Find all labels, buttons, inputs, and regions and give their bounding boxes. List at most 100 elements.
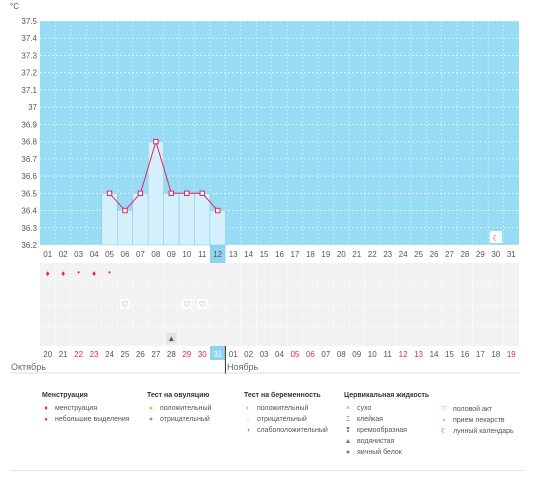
day-label-top: 27 <box>445 250 454 259</box>
temperature-point <box>199 190 205 197</box>
day-label-bottom: 04 <box>275 350 284 359</box>
legend-item: × сухо <box>345 404 372 413</box>
watery-icon: ▲ <box>167 334 175 343</box>
day-label-bottom: 19 <box>507 350 516 359</box>
day-label-top: 18 <box>306 250 315 259</box>
temperature-bar <box>132 193 149 246</box>
egg-white-icon: ● <box>345 448 351 456</box>
legend-title: Тест на овуляцию <box>147 392 210 399</box>
day-label-bottom: 07 <box>321 350 330 359</box>
day-label-top: 31 <box>507 250 516 259</box>
y-tick-label: 36.5 <box>21 189 37 198</box>
day-label-bottom: 12 <box>399 350 408 359</box>
blood-drop-icon: • <box>77 268 80 277</box>
day-label-top: 10 <box>182 250 191 259</box>
day-label-top: 09 <box>167 250 176 259</box>
day-label-bottom: 26 <box>136 350 145 359</box>
legend-item: ● яичный белок <box>345 448 402 457</box>
legend-menstruation: Менструация ♦ менструация ● небольшие выде… <box>42 392 130 425</box>
legend-item: ☾ лунный календарь <box>440 427 514 436</box>
temperature-point <box>153 138 159 145</box>
fluid-badge <box>166 333 177 343</box>
y-tick-label: 36.6 <box>21 172 37 181</box>
day-label-top: 02 <box>59 250 68 259</box>
selected-day-top <box>209 245 226 263</box>
watery-icon: ▲ <box>344 437 352 445</box>
day-label-bottom: 15 <box>445 350 454 359</box>
temperature-point <box>137 190 144 197</box>
bottom-divider <box>10 470 524 471</box>
blood-drop-icon: ● <box>44 416 48 423</box>
day-label-top: 23 <box>383 250 392 259</box>
day-label-top: 03 <box>74 250 83 259</box>
event-rows-area <box>40 263 519 346</box>
y-tick-label: 37 <box>28 103 37 112</box>
day-label-top: 21 <box>352 250 361 259</box>
day-label-bottom: 20 <box>43 350 52 359</box>
temperature-bar <box>209 210 226 246</box>
temperature-point <box>122 207 128 214</box>
heart-badge <box>181 299 192 309</box>
legend-title: Цервикальная жидкость <box>344 392 430 399</box>
day-label-bottom: 18 <box>491 350 500 359</box>
day-label-top: 04 <box>90 250 99 259</box>
temperature-bar <box>117 210 133 246</box>
blood-drops-icon: ♦ <box>44 404 48 412</box>
y-tick-label: 36.3 <box>21 224 37 233</box>
day-label-top: 12 <box>213 250 222 259</box>
day-label-bottom: 24 <box>105 350 114 359</box>
day-label-top: 17 <box>290 250 299 259</box>
day-label-bottom: 08 <box>337 350 346 359</box>
y-tick-label: 37.5 <box>21 17 37 26</box>
day-label-bottom: 29 <box>182 350 191 359</box>
blood-drops-icon: ♦ <box>46 269 50 278</box>
temperature-bar <box>101 193 118 246</box>
day-label-top: 15 <box>260 250 269 259</box>
y-tick-label: 37.4 <box>21 34 37 43</box>
pregnancy-positive-icon: ◐ <box>245 404 251 412</box>
day-label-top: 29 <box>476 250 485 259</box>
legend-item: ♦ менструация <box>42 403 130 414</box>
blood-drops-icon: ♦ <box>92 269 96 278</box>
heart-icon: ♡ <box>183 300 190 309</box>
legend-item: ◑ слабоположительный <box>245 426 328 435</box>
day-label-bottom: 17 <box>476 350 485 359</box>
temperature-point <box>106 190 113 197</box>
temperature-bar <box>147 141 164 246</box>
legend-item: ♡ половой акт <box>440 405 493 414</box>
dry-icon: × <box>345 404 351 412</box>
day-label-top: 28 <box>460 250 469 259</box>
temperature-point <box>214 207 221 214</box>
day-label-bottom: 01 <box>229 350 238 359</box>
heart-icon: ♡ <box>199 300 206 309</box>
legend-pregnancy: Тест на беременность ◐ положительный ○ отр… <box>244 392 328 436</box>
day-label-bottom: 28 <box>167 350 176 359</box>
y-tick-label: 37.3 <box>21 51 37 60</box>
legend-item: ○ отрицательный <box>245 415 307 424</box>
legend-item: ● прием лекарств <box>441 416 505 425</box>
temperature-bar <box>163 193 180 246</box>
moon-icon: ☾ <box>440 427 448 435</box>
day-label-bottom: 05 <box>290 350 299 359</box>
y-tick-label: 37.1 <box>21 86 37 95</box>
creamy-icon: ❢ <box>345 426 351 434</box>
day-label-bottom: 27 <box>151 350 160 359</box>
day-label-top: 24 <box>399 250 408 259</box>
day-label-top: 05 <box>105 250 114 259</box>
legend-item: ❢ кремообразная <box>345 426 407 435</box>
day-label-bottom: 13 <box>414 350 423 359</box>
day-label-top: 16 <box>275 250 284 259</box>
ovulation-negative-icon: ● <box>148 415 154 423</box>
legend-ovulation: Тест на овуляцию ● положительный ● отрицат… <box>147 392 211 425</box>
y-tick-label: 36.2 <box>21 241 37 250</box>
day-label-top: 13 <box>229 250 238 259</box>
legend-title: Тест на беременность <box>244 392 321 399</box>
temperature-point <box>168 190 175 197</box>
day-label-bottom: 09 <box>352 350 361 359</box>
month-label-november: Ноябрь <box>227 362 259 372</box>
day-label-bottom: 30 <box>198 350 207 359</box>
day-label-top: 20 <box>337 250 346 259</box>
temperature-bar <box>194 193 211 246</box>
day-label-top: 07 <box>136 250 145 259</box>
legend-other: ♡ половой акт ● прием лекарств ☾ лунный кал… <box>440 404 514 437</box>
